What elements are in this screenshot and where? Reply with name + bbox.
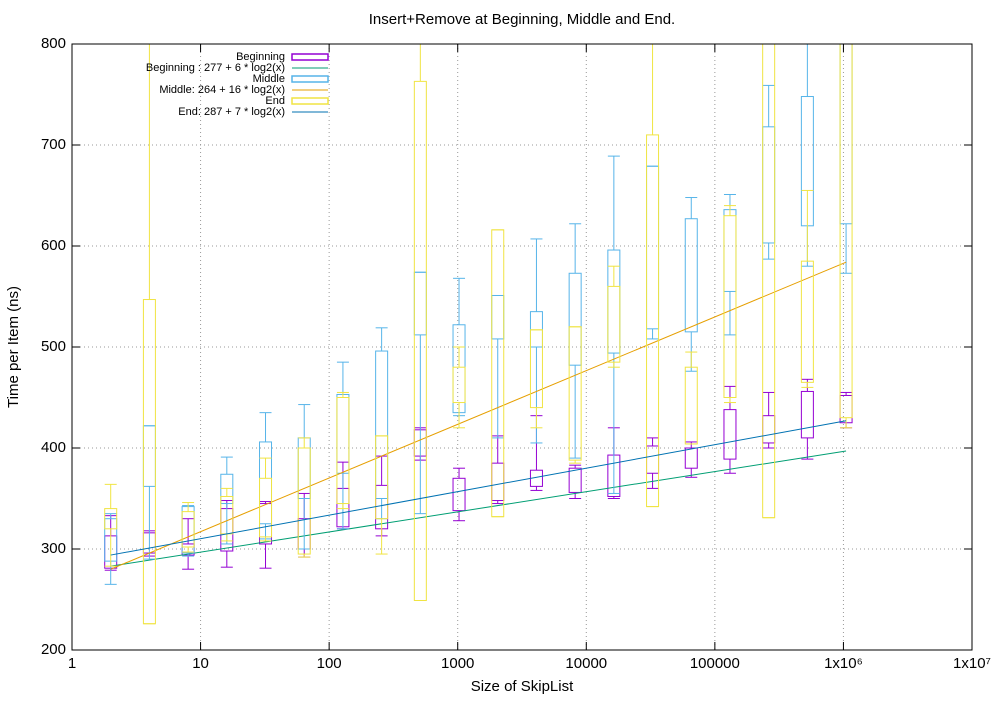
box: [529, 311, 543, 348]
box: [568, 326, 582, 461]
y-tick-label: 800: [41, 35, 66, 52]
box: [839, 44, 853, 419]
y-tick-label: 600: [41, 237, 66, 254]
chart-title: Insert+Remove at Beginning, Middle and E…: [369, 11, 675, 28]
x-tick-label: 10000: [565, 655, 607, 672]
box: [568, 272, 582, 366]
box: [723, 215, 737, 398]
box: [336, 397, 350, 505]
x-tick-label: 1x10⁶: [824, 655, 863, 672]
x-axis-label: Size of SkipList: [471, 678, 574, 695]
box: [375, 350, 389, 500]
legend-label: Middle: [253, 73, 285, 85]
box: [684, 366, 698, 445]
box: [568, 467, 582, 493]
legend-label: End: [265, 95, 285, 107]
grid: 200 300 400 500 600 700 800 1 10 100 1000 10000 1000…: [41, 35, 991, 672]
y-tick-label: 400: [41, 439, 66, 456]
x-tick-label: 1: [68, 655, 76, 672]
box: [413, 80, 427, 602]
x-tick-label: 1x10⁷: [953, 655, 991, 672]
y-tick-label: 700: [41, 136, 66, 153]
x-tick-label: 100: [317, 655, 342, 672]
y-tick-label: 500: [41, 338, 66, 355]
legend-label: Beginning: [236, 51, 285, 63]
box: [529, 329, 543, 409]
y-tick-label: 300: [41, 540, 66, 557]
box: [142, 299, 156, 625]
box: [220, 473, 234, 505]
x-tick-label: 100000: [690, 655, 740, 672]
box: [607, 285, 621, 363]
box: [684, 447, 698, 469]
box: [259, 477, 273, 538]
box: [452, 477, 466, 512]
y-axis-label: Time per Item (ns): [5, 286, 22, 408]
box: [762, 44, 776, 519]
box: [723, 409, 737, 460]
box: [800, 390, 814, 439]
box: [452, 366, 466, 404]
legend-swatch: [291, 75, 329, 83]
legend-label: Beginning : 277 + 6 * log2(x): [146, 62, 285, 74]
box: [684, 218, 698, 333]
legend-swatch: [291, 97, 329, 105]
box: [104, 508, 118, 530]
plot-area: [104, 44, 853, 625]
box: [375, 435, 389, 520]
box: [297, 447, 311, 555]
y-tick-label: 200: [41, 641, 66, 658]
x-tick-label: 1000: [441, 655, 474, 672]
legend-swatch: [291, 53, 329, 61]
legend-label: Middle: 264 + 16 * log2(x): [159, 84, 285, 96]
legend-label: End: 287 + 7 * log2(x): [178, 106, 285, 118]
box: [181, 511, 195, 548]
box: [800, 260, 814, 383]
x-tick-label: 10: [192, 655, 209, 672]
box: [646, 134, 660, 508]
fit-line: [110, 450, 847, 567]
plot-frame: [71, 43, 973, 651]
box: [491, 229, 505, 518]
fit-line: [110, 420, 847, 556]
